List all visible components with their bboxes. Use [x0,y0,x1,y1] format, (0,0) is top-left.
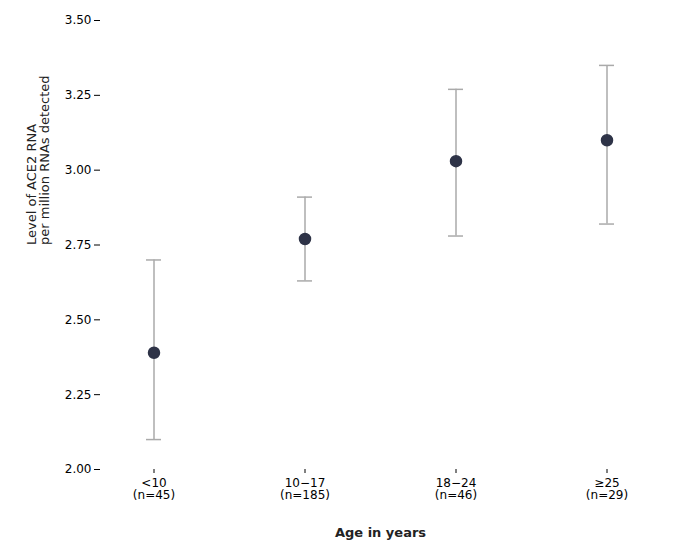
svg-text:Level of ACE2 RNAper million R: Level of ACE2 RNAper million RNAs detect… [24,75,52,245]
svg-text:10−17(n=185): 10−17(n=185) [280,476,330,502]
svg-text:2.50: 2.50 [65,313,92,327]
svg-text:≥25(n=29): ≥25(n=29) [586,476,628,502]
svg-text:Age in years: Age in years [335,525,426,540]
svg-text:2.25: 2.25 [65,388,92,402]
svg-text:3.25: 3.25 [65,88,92,102]
svg-text:3.50: 3.50 [65,13,92,27]
svg-text:<10(n=45): <10(n=45) [133,476,175,502]
svg-text:2.75: 2.75 [65,238,92,252]
svg-text:2.00: 2.00 [65,462,92,476]
svg-text:18−24(n=46): 18−24(n=46) [435,476,477,502]
svg-text:3.00: 3.00 [65,163,92,177]
